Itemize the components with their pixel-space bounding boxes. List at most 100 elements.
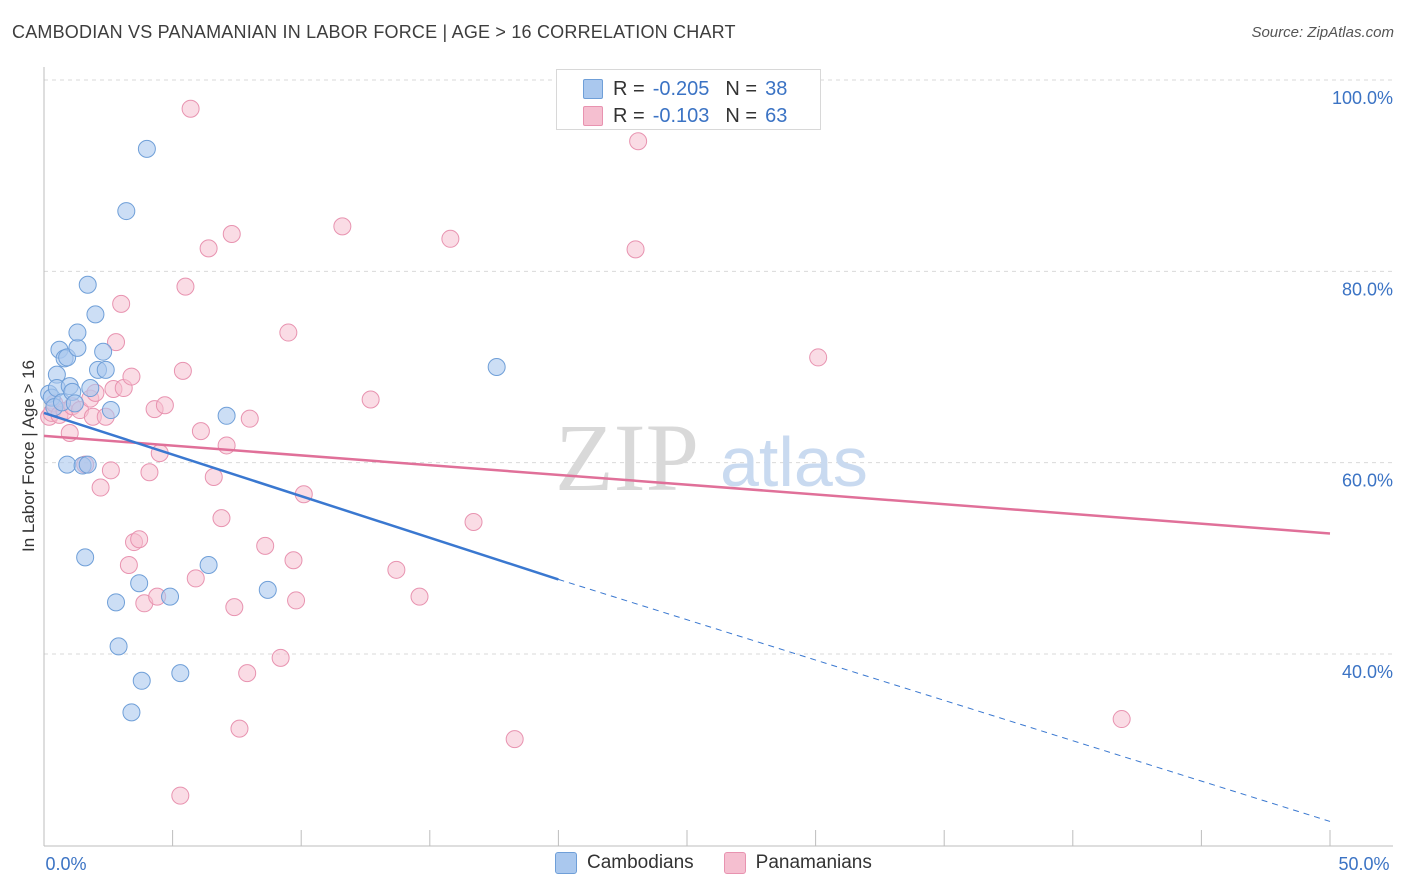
data-point-panamanian	[284, 551, 303, 570]
y-tick-labels: 40.0% 60.0% 80.0% 100.0%	[1332, 88, 1393, 682]
data-point-cambodian	[78, 275, 97, 294]
data-point-cambodian	[94, 342, 113, 361]
data-point-panamanian	[186, 569, 205, 588]
data-point-cambodian	[101, 401, 120, 420]
data-point-panamanian	[271, 648, 290, 667]
data-point-panamanian	[222, 225, 241, 244]
data-point-panamanian	[240, 409, 259, 428]
data-point-panamanian	[387, 560, 406, 579]
data-point-cambodian	[130, 574, 149, 593]
data-point-panamanian	[256, 536, 275, 555]
series-panamanians	[40, 99, 1131, 805]
source-label: Source: ZipAtlas.com	[1251, 24, 1394, 41]
legend-n-label: N =	[725, 77, 758, 100]
legend-n-label: N =	[725, 104, 758, 127]
data-point-panamanian	[1112, 710, 1131, 729]
data-point-cambodian	[96, 360, 115, 379]
x-ticks	[43, 830, 1331, 846]
data-point-panamanian	[809, 348, 828, 367]
legend-item-panamanians[interactable]: Panamanians	[723, 852, 872, 874]
legend-n-value: 38	[765, 77, 788, 100]
x-tick-label-max: 50.0%	[1338, 854, 1389, 874]
data-point-panamanian	[333, 217, 352, 236]
data-point-cambodian	[132, 671, 151, 690]
data-point-panamanian	[176, 277, 195, 296]
y-axis-label: In Labor Force | Age > 16	[19, 360, 38, 552]
data-point-cambodian	[171, 664, 190, 683]
data-point-panamanian	[230, 719, 249, 738]
trend-line-panamanians	[43, 434, 1331, 535]
data-point-panamanian	[238, 664, 257, 683]
watermark-zip: ZIP	[555, 404, 699, 511]
data-point-panamanian	[626, 240, 645, 259]
gridlines	[44, 79, 1393, 655]
data-point-panamanian	[191, 422, 210, 441]
data-point-cambodian	[109, 637, 128, 656]
data-point-cambodian	[137, 139, 156, 158]
data-point-cambodian	[76, 548, 95, 567]
data-point-cambodian	[68, 323, 87, 342]
legend-r-label: R =	[613, 77, 645, 100]
x-tick-label-min: 0.0%	[45, 854, 86, 874]
data-point-cambodian	[68, 338, 87, 357]
data-point-panamanian	[91, 478, 110, 497]
data-point-cambodian	[81, 379, 100, 398]
data-point-panamanian	[361, 390, 380, 409]
legend-label-cambodians: Cambodians	[587, 852, 694, 873]
data-point-panamanian	[199, 239, 218, 258]
data-point-panamanian	[410, 587, 429, 606]
series-legend: Cambodians Panamanians	[555, 852, 902, 874]
data-point-cambodian	[86, 305, 105, 324]
data-point-panamanian	[287, 591, 306, 610]
data-point-panamanian	[119, 556, 138, 575]
legend-row-cambodians: R = -0.205 N = 38	[583, 77, 787, 101]
correlation-legend: R = -0.205 N = 38 R = -0.103 N = 63	[556, 69, 821, 130]
data-point-panamanian	[212, 509, 231, 528]
y-tick-label: 80.0%	[1342, 279, 1393, 299]
data-point-panamanian	[505, 730, 524, 749]
data-point-cambodian	[258, 580, 277, 599]
data-point-cambodian	[199, 556, 218, 575]
y-tick-label: 40.0%	[1342, 662, 1393, 682]
axes	[43, 67, 1393, 847]
legend-r-value: -0.205	[652, 77, 710, 100]
data-point-panamanian	[140, 463, 159, 482]
legend-r-value: -0.103	[652, 104, 710, 127]
trend-lines	[43, 411, 1331, 822]
data-point-panamanian	[279, 323, 298, 342]
data-point-cambodian	[78, 455, 97, 474]
data-point-panamanian	[171, 786, 190, 805]
data-point-panamanian	[173, 361, 192, 380]
legend-r-label: R =	[613, 104, 645, 127]
trend-line-cambodians-extrapolated	[558, 578, 1331, 822]
y-tick-label: 100.0%	[1332, 88, 1393, 108]
y-tick-label: 60.0%	[1342, 471, 1393, 491]
series-cambodians	[40, 139, 506, 722]
data-point-panamanian	[112, 294, 131, 313]
data-point-cambodian	[161, 587, 180, 606]
legend-row-panamanians: R = -0.103 N = 63	[583, 104, 787, 128]
data-point-panamanian	[181, 99, 200, 118]
legend-swatch-pink	[583, 106, 603, 126]
data-point-panamanian	[130, 530, 149, 549]
data-point-cambodian	[65, 394, 84, 413]
data-point-panamanian	[155, 396, 174, 415]
data-point-panamanian	[225, 598, 244, 617]
data-point-cambodian	[107, 593, 126, 612]
data-point-cambodian	[487, 358, 506, 376]
legend-n-value: 63	[765, 104, 788, 127]
data-point-panamanian	[122, 367, 141, 386]
data-point-panamanian	[101, 461, 120, 480]
data-point-cambodian	[58, 455, 77, 474]
data-point-cambodian	[217, 406, 236, 425]
legend-swatch-pink	[723, 852, 746, 874]
data-point-cambodian	[117, 202, 136, 221]
trend-line-cambodians	[43, 411, 559, 581]
data-point-panamanian	[441, 229, 460, 248]
legend-swatch-blue	[555, 852, 577, 874]
legend-item-cambodians[interactable]: Cambodians	[555, 852, 694, 874]
data-point-panamanian	[464, 512, 483, 531]
legend-swatch-blue	[583, 79, 603, 99]
chart-title: CAMBODIAN VS PANAMANIAN IN LABOR FORCE |…	[12, 22, 736, 42]
